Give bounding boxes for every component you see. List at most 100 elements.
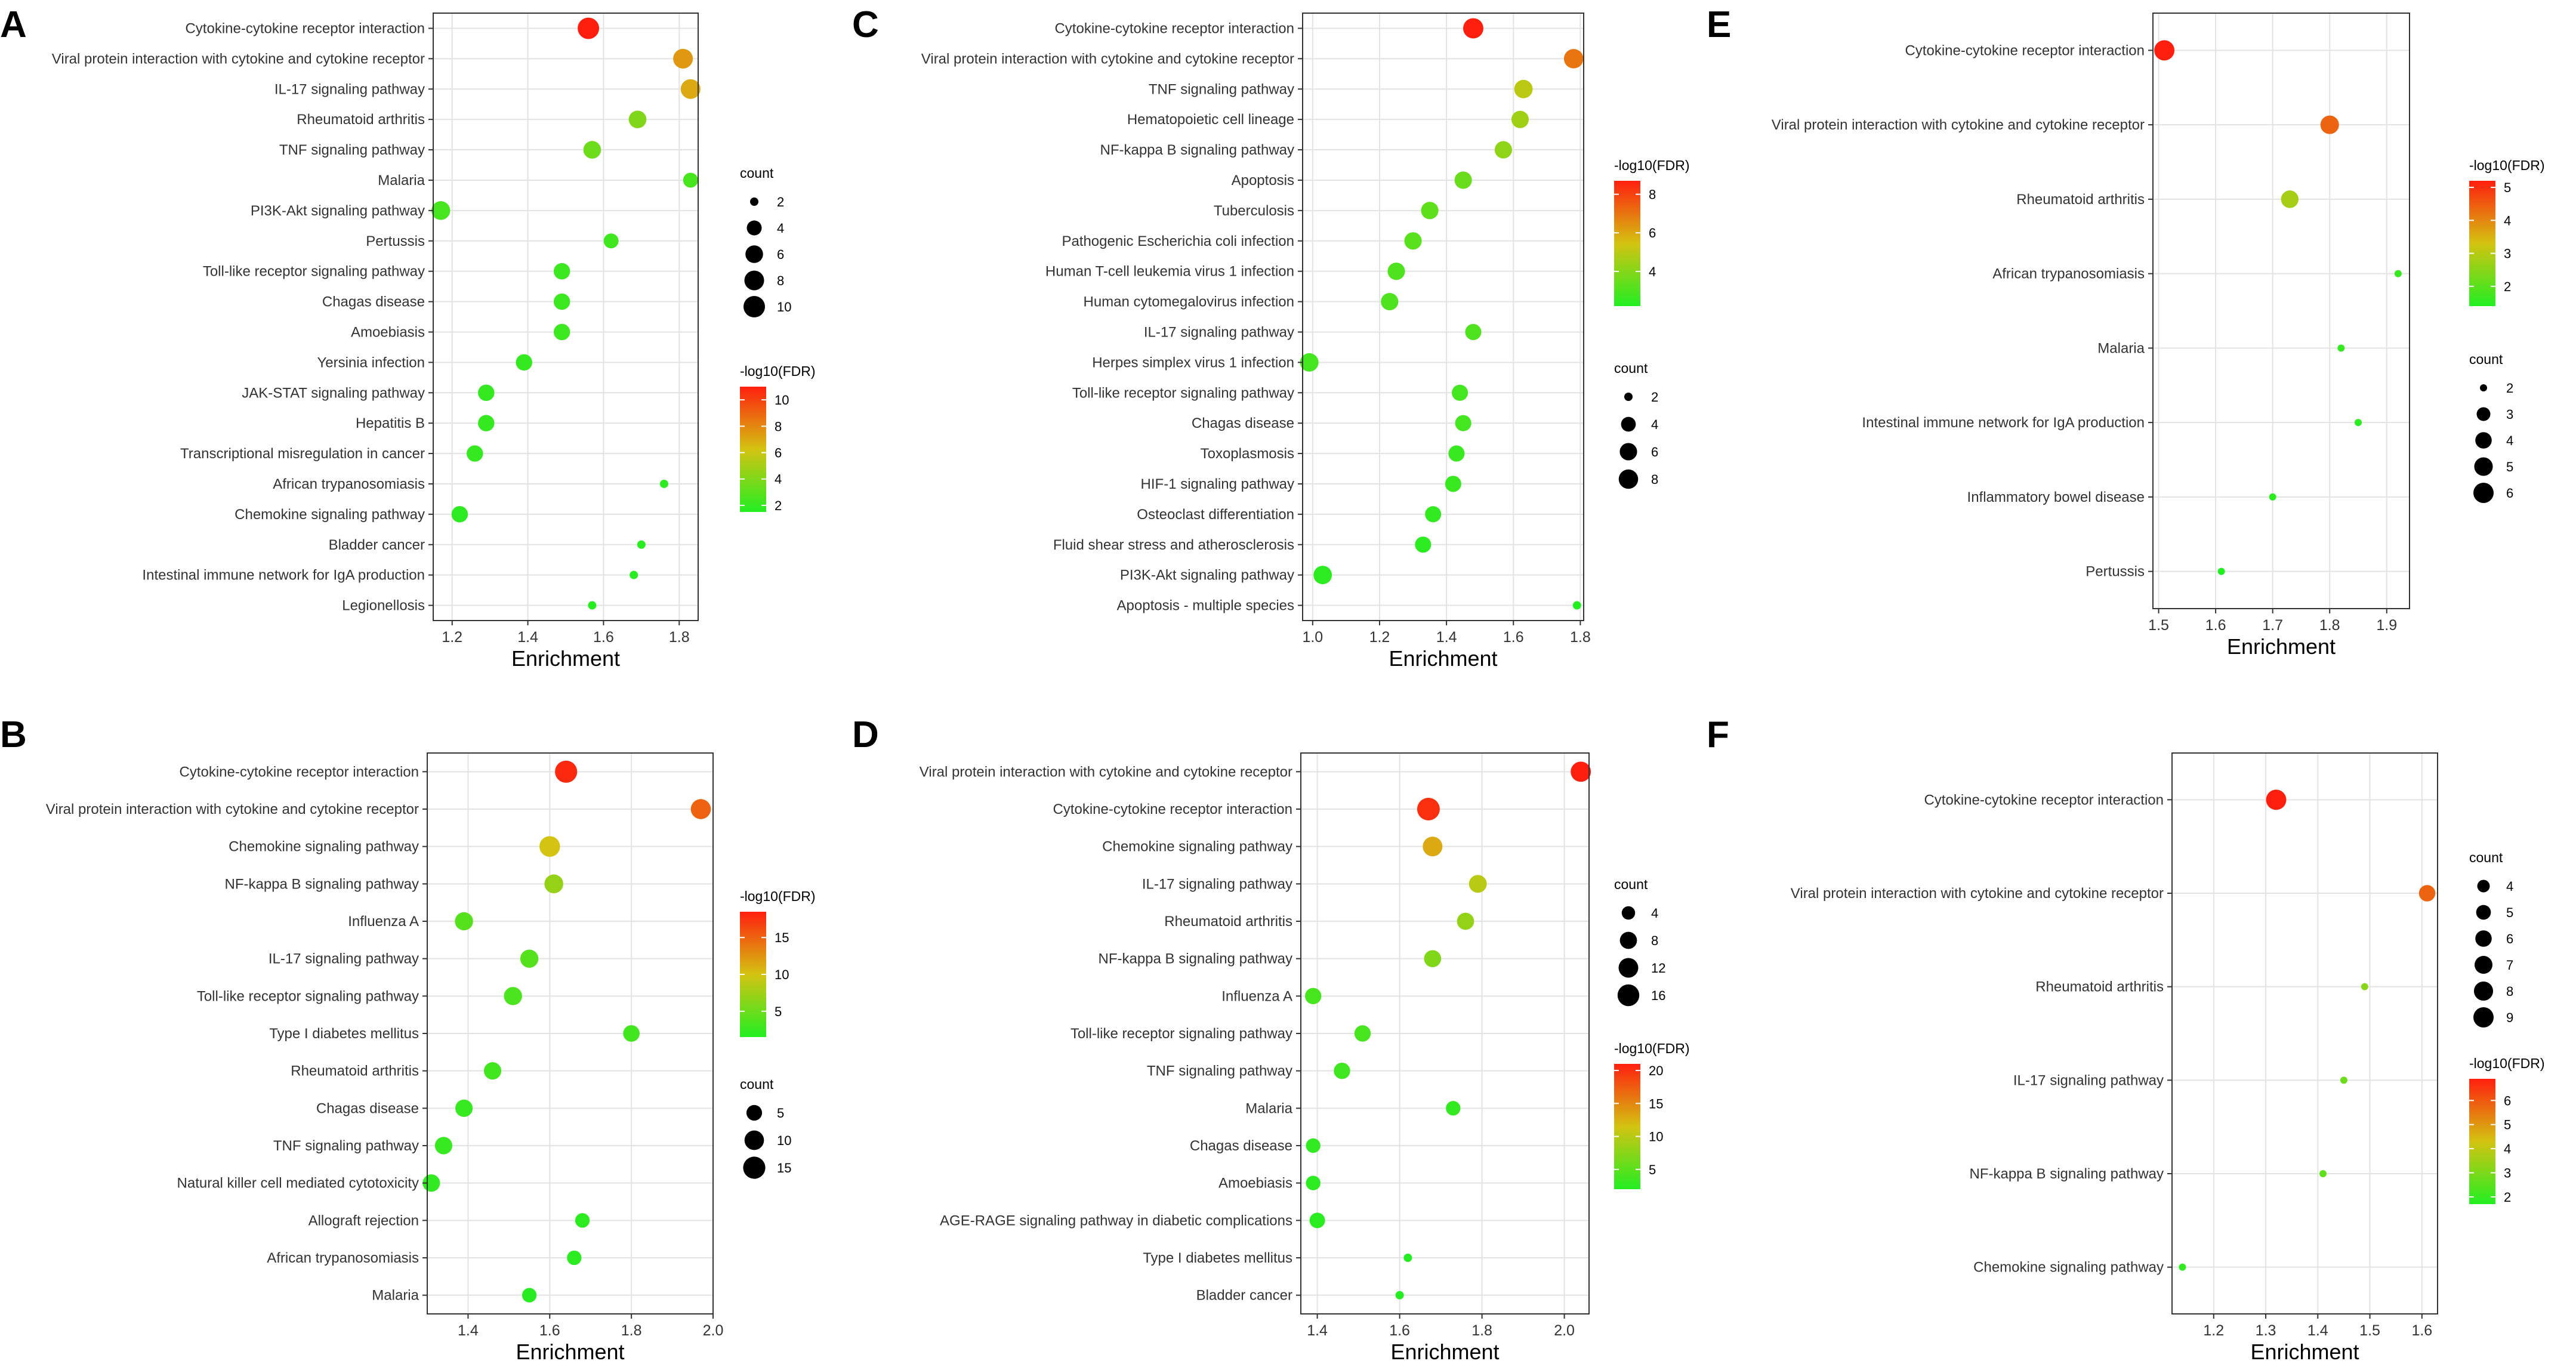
- color-legend-label: 15: [775, 930, 789, 945]
- category-label: NF-kappa B signaling pathway: [1969, 1166, 2164, 1182]
- point-malaria: [522, 1288, 537, 1303]
- count-legend-dot: [2475, 432, 2492, 449]
- x-axis-title: Enrichment: [1389, 646, 1497, 671]
- plot-frame: [2171, 752, 2438, 1314]
- category-label: IL-17 signaling pathway: [1144, 324, 1294, 340]
- category-label: Toll-like receptor signaling pathway: [1072, 385, 1294, 401]
- panel-letter-c: C: [852, 4, 879, 45]
- point-viral-protein-interaction-with-cytokine-and-cytokine-receptor: [1563, 49, 1584, 69]
- panel-d: D Viral protein interaction with cytokine…: [852, 714, 1690, 1364]
- point-chemokine-signaling-pathway: [2179, 1263, 2186, 1271]
- point-rheumatoid-arthritis: [483, 1062, 502, 1080]
- count-legend-dot: [2476, 407, 2491, 421]
- x-axis-title: Enrichment: [511, 646, 620, 671]
- point-chemokine-signaling-pathway: [1423, 837, 1443, 857]
- count-legend-dot: [1621, 416, 1636, 432]
- color-legend-bar: [1614, 181, 1640, 306]
- count-legend-label: 5: [2506, 459, 2513, 474]
- category-label: Toll-like receptor signaling pathway: [197, 988, 419, 1004]
- count-legend-label: 8: [1651, 472, 1658, 487]
- count-legend-label: 4: [1651, 906, 1658, 921]
- point-transcriptional-misregulation-in-cancer: [467, 445, 483, 462]
- point-age-rage-signaling-pathway-in-diabetic-complications: [1309, 1212, 1325, 1229]
- color-legend-label: 4: [775, 472, 782, 487]
- color-legend-label: 4: [1649, 264, 1656, 279]
- category-label: Chemokine signaling pathway: [1102, 839, 1292, 855]
- point-viral-protein-interaction-with-cytokine-and-cytokine-receptor: [1571, 761, 1591, 782]
- point-malaria: [683, 172, 698, 188]
- category-label: Herpes simplex virus 1 infection: [1092, 354, 1294, 371]
- count-legend-dot: [744, 296, 765, 317]
- category-label: PI3K-Akt signaling pathway: [251, 203, 425, 219]
- point-amoebiasis: [1306, 1175, 1321, 1190]
- count-legend-label: 5: [2506, 905, 2513, 920]
- color-legend-title: -log10(FDR): [740, 888, 816, 904]
- point-viral-protein-interaction-with-cytokine-and-cytokine-receptor: [690, 799, 711, 819]
- point-type-i-diabetes-mellitus: [1403, 1254, 1412, 1262]
- point-cytokine-cytokine-receptor-interaction: [578, 17, 600, 39]
- count-legend-label: 6: [2506, 486, 2513, 501]
- category-label: TNF signaling pathway: [1147, 1063, 1292, 1079]
- count-legend-dot: [1619, 931, 1637, 949]
- point-malaria: [1446, 1101, 1461, 1116]
- plot-frame: [433, 13, 699, 621]
- x-tick-label: 1.4: [1436, 629, 1457, 646]
- point-inflammatory-bowel-disease: [2269, 493, 2276, 501]
- point-viral-protein-interaction-with-cytokine-and-cytokine-receptor: [2418, 885, 2436, 902]
- point-toll-like-receptor-signaling-pathway: [504, 987, 522, 1005]
- x-tick-label: 1.6: [1389, 1322, 1410, 1339]
- category-label: Hematopoietic cell lineage: [1127, 112, 1294, 128]
- plot-frame: [1300, 752, 1590, 1314]
- category-label: Viral protein interaction with cytokine …: [1791, 885, 2164, 902]
- point-tnf-signaling-pathway: [1334, 1062, 1350, 1079]
- count-legend-label: 4: [2506, 879, 2513, 894]
- count-legend-title: count: [2469, 351, 2503, 367]
- point-rheumatoid-arthritis: [628, 110, 647, 128]
- category-label: Legionellosis: [342, 598, 425, 614]
- count-legend-label: 6: [1651, 445, 1658, 459]
- count-legend-label: 5: [777, 1106, 784, 1121]
- x-tick-label: 1.8: [1570, 629, 1591, 646]
- category-label: Human cytomegalovirus infection: [1084, 294, 1295, 310]
- color-legend-label: 2: [2504, 1190, 2511, 1205]
- category-label: Viral protein interaction with cytokine …: [46, 801, 419, 817]
- point-influenza-a: [1304, 988, 1322, 1005]
- category-label: TNF signaling pathway: [279, 142, 425, 158]
- panel-f: F Cytokine-cytokine receptor interaction V…: [1707, 714, 2545, 1364]
- panel-letter-e: E: [1707, 4, 1731, 45]
- count-legend-title: count: [740, 1076, 774, 1092]
- count-legend-label: 10: [777, 1133, 791, 1148]
- category-label: Viral protein interaction with cytokine …: [920, 764, 1292, 780]
- category-label: Osteoclast differentiation: [1137, 507, 1294, 523]
- count-legend-label: 6: [2506, 931, 2513, 946]
- color-legend-label: 6: [2504, 1093, 2511, 1108]
- category-label: NF-kappa B signaling pathway: [1100, 142, 1294, 158]
- count-legend-dot: [744, 270, 764, 291]
- panel-e: E Cytokine-cytokine receptor interaction V…: [1707, 4, 2545, 659]
- category-label: Apoptosis: [1232, 172, 1294, 189]
- x-tick-label: 1.9: [2376, 617, 2397, 634]
- point-african-trypanosomiasis: [567, 1250, 582, 1266]
- count-legend-dot: [2480, 384, 2487, 391]
- category-label: PI3K-Akt signaling pathway: [1120, 567, 1294, 584]
- color-legend-label: 4: [2504, 1141, 2511, 1156]
- x-tick-label: 1.2: [442, 629, 462, 646]
- count-legend-dot: [1617, 984, 1640, 1007]
- point-intestinal-immune-network-for-iga-production: [2355, 419, 2362, 427]
- count-legend-dot: [750, 198, 758, 206]
- point-chemokine-signaling-pathway: [539, 836, 560, 857]
- color-legend-label: 4: [2504, 213, 2511, 228]
- x-tick-label: 1.6: [593, 629, 614, 646]
- x-tick-label: 1.4: [458, 1322, 479, 1339]
- category-label: Toll-like receptor signaling pathway: [1070, 1026, 1292, 1042]
- point-pertussis: [603, 233, 619, 249]
- color-legend-bar: [2469, 181, 2495, 306]
- color-legend-label: 3: [2504, 246, 2511, 261]
- x-tick-label: 1.8: [669, 629, 690, 646]
- count-legend-label: 2: [1651, 390, 1658, 405]
- count-legend-dot: [1624, 393, 1633, 401]
- color-legend-label: 10: [775, 967, 789, 982]
- count-legend-label: 4: [777, 221, 784, 236]
- category-label: Chagas disease: [316, 1100, 419, 1116]
